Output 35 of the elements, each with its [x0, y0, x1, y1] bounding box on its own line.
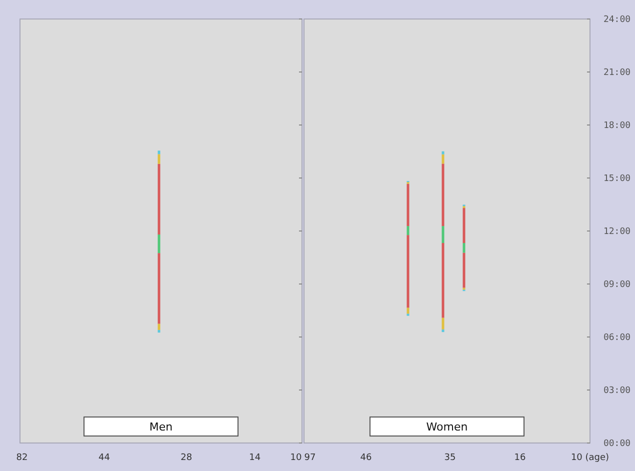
bar — [442, 151, 444, 154]
y-tick-label: 03:00 — [603, 386, 631, 396]
bar — [462, 208, 466, 244]
y-tick-label: 24:00 — [603, 15, 631, 26]
y-tick-label: 18:00 — [603, 121, 631, 132]
bar — [442, 243, 444, 318]
bar — [442, 318, 444, 330]
y-tick-label: 00:00 — [603, 439, 631, 450]
x-tick-label: 82 — [16, 453, 28, 463]
x-tick-label: 14 — [249, 453, 261, 463]
x-tick-label: 10 — [290, 453, 302, 463]
bar — [442, 226, 444, 244]
x-tick-label: 16 — [514, 453, 526, 463]
bar — [462, 252, 466, 288]
x-tick-label: 97 — [304, 453, 316, 463]
text: Men — [149, 420, 173, 434]
bar — [406, 226, 410, 236]
y-tick-label: 06:00 — [603, 333, 631, 344]
x-tick-label: 35 — [444, 453, 456, 463]
bar — [406, 184, 410, 226]
bar — [442, 154, 444, 164]
bar — [442, 164, 444, 226]
bar — [406, 308, 410, 314]
y-tick-label: 09:00 — [603, 280, 631, 290]
x-tick-label: 10 (age) — [570, 453, 610, 463]
x-tick-label: 46 — [360, 453, 372, 463]
x-tick-label: 28 — [180, 453, 192, 463]
y-tick-label: 12:00 — [603, 227, 631, 238]
bar — [442, 329, 444, 332]
y-tick-label: 15:00 — [603, 174, 631, 184]
bar — [406, 235, 410, 308]
bar — [462, 243, 466, 253]
y-tick-label: 21:00 — [603, 68, 631, 78]
text: Women — [426, 420, 468, 434]
x-tick-label: 44 — [98, 453, 110, 463]
